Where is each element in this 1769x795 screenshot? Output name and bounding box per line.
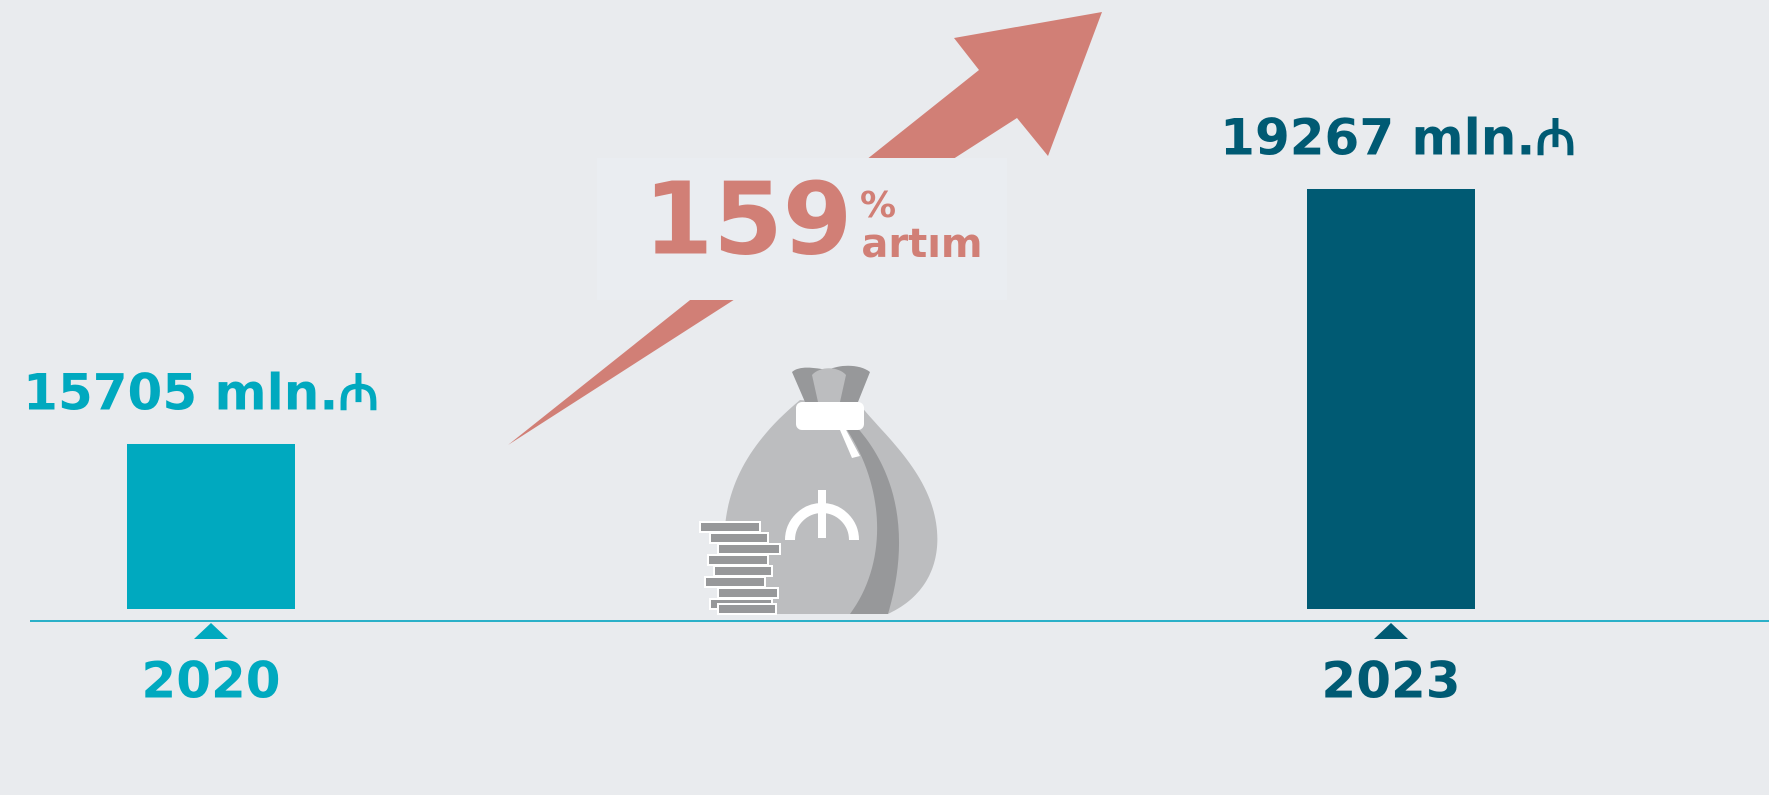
category-label: 2020 — [141, 652, 280, 710]
value-label: 19267 mln.₼ — [1220, 108, 1576, 166]
value-label: 15705 mln.₼ — [23, 363, 379, 421]
annotation-number: 159 — [644, 160, 853, 277]
money-bag — [699, 365, 938, 615]
category-marker — [194, 623, 228, 639]
bar — [1307, 188, 1475, 609]
category-marker — [1374, 623, 1408, 639]
annotation-text: artım — [861, 221, 982, 267]
annotation-box — [597, 158, 1007, 300]
category-label: 2023 — [1321, 652, 1460, 710]
bar — [127, 443, 295, 609]
annotation-unit: % — [860, 185, 896, 226]
